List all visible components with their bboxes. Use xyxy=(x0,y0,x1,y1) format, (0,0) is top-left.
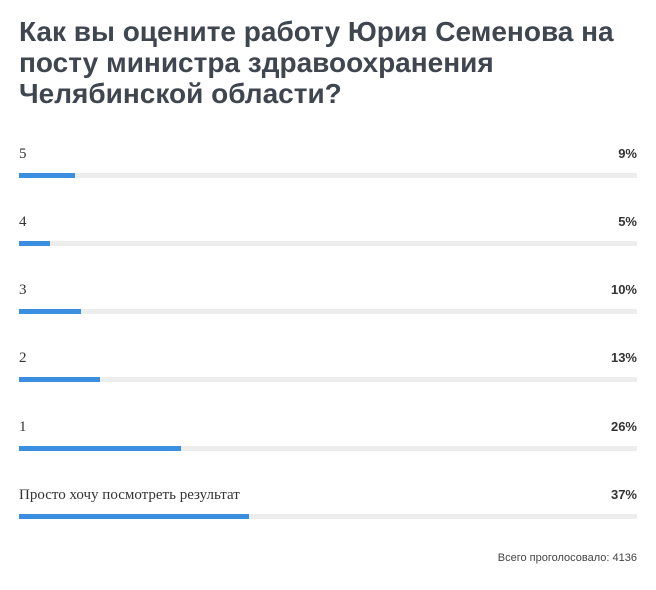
poll-option-view-results[interactable]: Просто хочу посмотреть результат 37% xyxy=(19,486,637,526)
option-bar-fill xyxy=(19,377,100,382)
option-bar-fill xyxy=(19,514,249,519)
option-percent: 9% xyxy=(618,146,637,161)
option-bar-track xyxy=(19,173,637,178)
option-percent: 5% xyxy=(618,214,637,229)
option-percent: 37% xyxy=(610,487,637,502)
option-bar-fill xyxy=(19,173,75,178)
option-bar-track xyxy=(19,241,637,246)
option-bar-fill xyxy=(19,309,81,314)
total-votes: Всего проголосовало: 4136 xyxy=(497,552,637,564)
option-bar-fill xyxy=(19,446,181,451)
option-label: 1 xyxy=(19,419,27,435)
option-label: 5 xyxy=(19,146,27,162)
poll-option-2[interactable]: 2 13% xyxy=(19,349,637,389)
option-bar-fill xyxy=(19,241,50,246)
option-label: 4 xyxy=(19,214,27,230)
option-bar-track xyxy=(19,446,637,451)
poll-option-4[interactable]: 4 5% xyxy=(19,213,637,253)
option-label: 3 xyxy=(19,282,27,298)
option-percent: 13% xyxy=(610,350,637,365)
poll-option-3[interactable]: 3 10% xyxy=(19,281,637,321)
poll-question: Как вы оцените работу Юрия Семенова на п… xyxy=(19,16,614,109)
option-bar-track xyxy=(19,514,637,519)
option-bar-track xyxy=(19,309,637,314)
option-bar-track xyxy=(19,377,637,382)
option-percent: 26% xyxy=(610,419,637,434)
poll-option-1[interactable]: 1 26% xyxy=(19,418,637,458)
poll-option-5[interactable]: 5 9% xyxy=(19,145,637,185)
option-percent: 10% xyxy=(610,282,637,297)
option-label: 2 xyxy=(19,350,27,366)
option-label: Просто хочу посмотреть результат xyxy=(19,487,240,503)
